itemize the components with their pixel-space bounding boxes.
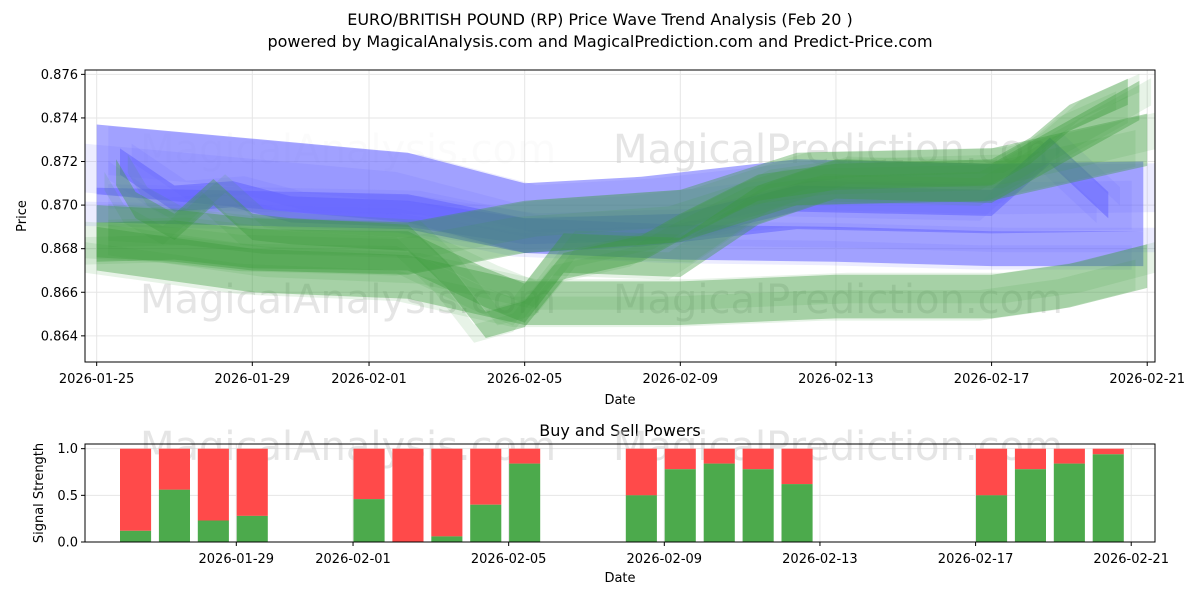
buy-power-bar bbox=[742, 469, 774, 542]
wave-band-green_wave_main bbox=[96, 80, 1140, 323]
bottom-axes-frame bbox=[84, 443, 1156, 543]
wave-bands bbox=[85, 73, 1155, 343]
bottom-x-tick-label: 2026-02-01 bbox=[315, 552, 391, 567]
watermark-top-left-2: MagicalAnalysis.com bbox=[140, 277, 556, 323]
wave-band-blue_wave_upper bbox=[96, 124, 1144, 253]
buy-power-bar bbox=[431, 536, 463, 542]
wave-band-echo bbox=[131, 132, 1120, 232]
buy-power-bar bbox=[703, 463, 735, 542]
buy-power-bar bbox=[470, 504, 502, 542]
wave-band-echo bbox=[85, 143, 1132, 252]
buy-sell-title: Buy and Sell Powers bbox=[539, 421, 701, 440]
sell-power-bar bbox=[703, 448, 735, 464]
top-x-tick-label: 2026-02-05 bbox=[487, 372, 563, 387]
top-y-tick-label: 0.874 bbox=[41, 111, 78, 126]
top-x-tick-label: 2026-01-29 bbox=[215, 372, 291, 387]
wave-band-blue_wave_mid bbox=[120, 137, 1109, 245]
buy-power-bar bbox=[976, 495, 1008, 542]
wave-band-green_wave_upper bbox=[96, 113, 1148, 275]
sell-power-bar bbox=[470, 448, 502, 505]
sell-power-bar bbox=[392, 448, 424, 542]
top-y-tick-label: 0.864 bbox=[41, 329, 78, 344]
buy-power-bar bbox=[509, 463, 541, 542]
top-x-tick-label: 2026-02-17 bbox=[954, 372, 1030, 387]
sell-power-bar bbox=[625, 448, 657, 496]
wave-band-echo bbox=[85, 95, 1128, 326]
top-axes-frame bbox=[84, 69, 1156, 363]
top-x-tick-label: 2026-02-09 bbox=[643, 372, 719, 387]
sell-power-bar bbox=[664, 448, 696, 470]
bottom-y-ticks: 0.0 0.5 1.0 bbox=[57, 442, 85, 551]
buy-power-bar bbox=[353, 499, 385, 542]
top-y-tick-label: 0.872 bbox=[41, 155, 78, 170]
bottom-y-tick-label: 1.0 bbox=[57, 442, 78, 457]
top-x-axis-label: Date bbox=[604, 393, 635, 408]
top-y-tick-label: 0.868 bbox=[41, 242, 78, 257]
sell-power-bar bbox=[976, 448, 1008, 496]
watermark-top-right-2: MagicalPrediction.com bbox=[613, 277, 1063, 323]
sell-power-bar bbox=[742, 448, 774, 470]
wave-band-echo bbox=[85, 130, 1136, 276]
top-x-tick-label: 2026-02-01 bbox=[331, 372, 407, 387]
top-y-tick-label: 0.870 bbox=[41, 199, 78, 214]
bottom-x-ticks: 2026-01-29 2026-02-01 2026-02-05 2026-02-09… bbox=[199, 542, 1169, 567]
sell-power-bar bbox=[158, 448, 190, 490]
top-y-ticks: 0.864 0.866 0.868 0.870 0.872 0.874 0.876 bbox=[41, 68, 85, 344]
buy-power-bar bbox=[1053, 463, 1085, 542]
top-x-tick-label: 2026-01-25 bbox=[59, 372, 135, 387]
buy-power-bar bbox=[1014, 469, 1046, 542]
bottom-x-axis-label: Date bbox=[604, 571, 635, 586]
buy-sell-bars bbox=[120, 448, 1124, 542]
chart-title-line2: powered by MagicalAnalysis.com and Magic… bbox=[267, 32, 932, 51]
top-y-axis-label: Price bbox=[15, 200, 30, 232]
sell-power-bar bbox=[431, 448, 463, 537]
bottom-y-tick-label: 0.0 bbox=[57, 536, 78, 551]
price-wave-panel: MagicalAnalysis.com MagicalPrediction.co… bbox=[15, 68, 1185, 408]
buy-power-bar bbox=[664, 469, 696, 542]
sell-power-bar bbox=[1014, 448, 1046, 470]
top-x-tick-label: 2026-02-13 bbox=[798, 372, 874, 387]
wave-band-echo bbox=[85, 242, 1136, 328]
buy-power-bar bbox=[120, 530, 152, 542]
buy-power-bar bbox=[1092, 454, 1124, 542]
buy-power-bar bbox=[158, 489, 190, 542]
buy-sell-panel: Buy and Sell Powers MagicalAnalysis.com … bbox=[32, 421, 1169, 586]
sell-power-bar bbox=[236, 448, 268, 516]
buy-power-bar bbox=[197, 520, 229, 542]
buy-power-bar bbox=[625, 495, 657, 542]
top-x-ticks: 2026-01-25 2026-01-29 2026-02-01 2026-02-05… bbox=[59, 362, 1185, 387]
bottom-x-tick-label: 2026-02-09 bbox=[627, 552, 703, 567]
bottom-x-tick-label: 2026-01-29 bbox=[199, 552, 275, 567]
buy-power-bar bbox=[781, 484, 813, 542]
top-x-tick-label: 2026-02-21 bbox=[1109, 372, 1185, 387]
sell-power-bar bbox=[509, 448, 541, 464]
buy-power-bar bbox=[236, 515, 268, 542]
sell-power-bar bbox=[781, 448, 813, 485]
sell-power-bar bbox=[1053, 448, 1085, 464]
wave-band-echo bbox=[108, 224, 1155, 310]
top-y-tick-label: 0.876 bbox=[41, 68, 78, 83]
chart-title-line1: EURO/BRITISH POUND (RP) Price Wave Trend… bbox=[347, 10, 853, 29]
wave-band-echo bbox=[108, 78, 1152, 309]
bottom-y-axis-label: Signal Strength bbox=[32, 443, 47, 543]
top-y-tick-label: 0.866 bbox=[41, 286, 78, 301]
bottom-y-tick-label: 0.5 bbox=[57, 489, 78, 504]
bottom-x-tick-label: 2026-02-17 bbox=[938, 552, 1014, 567]
sell-power-bar bbox=[197, 448, 229, 521]
sell-power-bar bbox=[120, 448, 152, 531]
wave-band-echo bbox=[108, 150, 1097, 250]
bottom-x-tick-label: 2026-02-21 bbox=[1093, 552, 1169, 567]
sell-power-bar bbox=[353, 448, 385, 500]
wave-band-green_wave_lower bbox=[96, 226, 1148, 325]
sell-power-bar bbox=[1092, 448, 1124, 455]
bottom-x-tick-label: 2026-02-13 bbox=[782, 552, 858, 567]
wave-band-echo bbox=[108, 112, 1155, 259]
bottom-x-tick-label: 2026-02-05 bbox=[471, 552, 547, 567]
